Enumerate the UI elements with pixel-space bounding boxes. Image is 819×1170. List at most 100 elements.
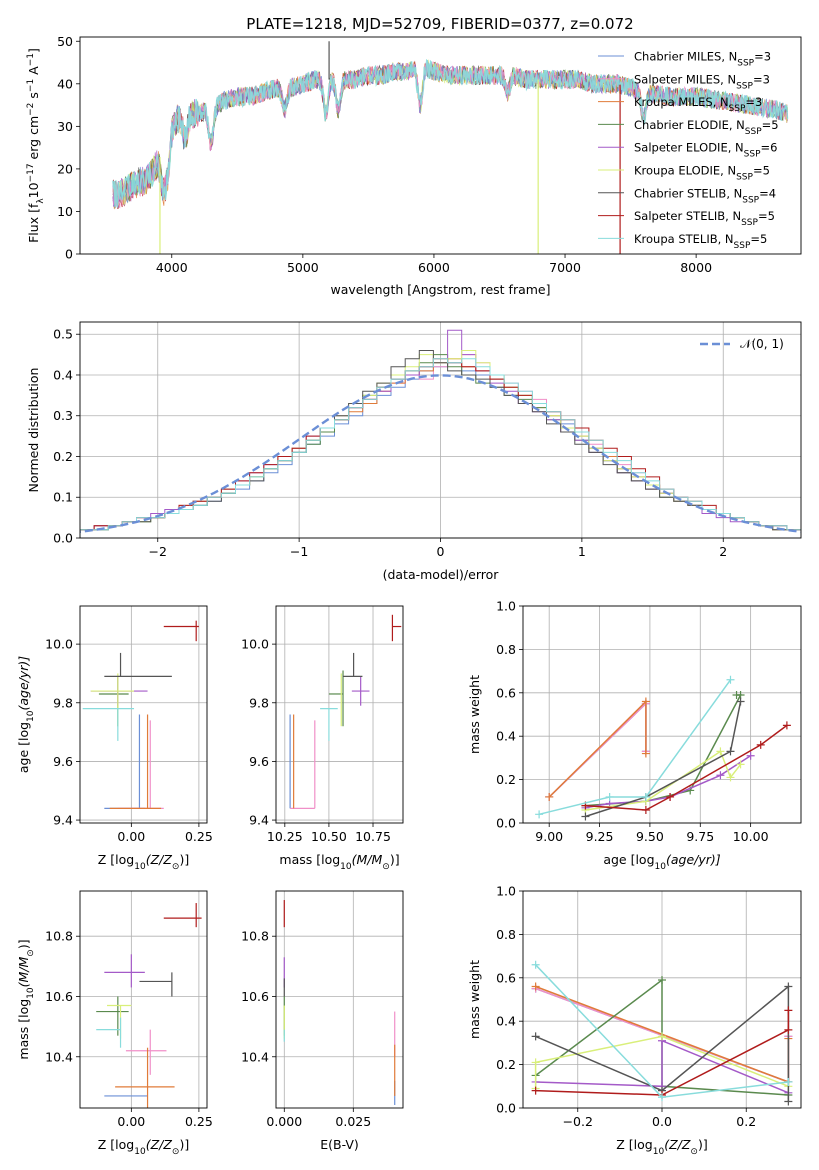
spectrum-panel: 4000 5000 6000 7000 8000 0 10 20 30 40 50 wavelengt… xyxy=(26,34,802,297)
plot-area xyxy=(283,900,396,1105)
axes-frame xyxy=(275,890,404,1109)
y-tick-label: 9.4 xyxy=(249,813,269,828)
ebv-mass-panel: 0.000 0.025 10.4 10.6 10.8 E(B-V) xyxy=(241,890,404,1152)
x-tick-label: 10.00 xyxy=(733,829,769,844)
x-tick-label: 0.0 xyxy=(652,1114,672,1129)
legend-label-chabrier_stelib: Chabrier STELIB, NSSP=4 xyxy=(634,186,776,205)
axes-frame xyxy=(275,605,404,824)
spectrum-line-kroupa_stelib xyxy=(112,58,789,208)
weight-marker-salpeter_stelib xyxy=(784,1006,793,1015)
y-tick-label: 30 xyxy=(57,119,73,134)
x-axis-label: age [log10(age/yr)] xyxy=(603,852,720,872)
y-tick-label: 0.3 xyxy=(53,408,73,423)
y-tick-label: 0.6 xyxy=(496,970,516,985)
x-tick-label: 0.025 xyxy=(335,1114,371,1129)
normal-curve xyxy=(80,374,801,533)
weight-marker-salpeter_stelib xyxy=(756,740,765,749)
y-tick-label: 10.8 xyxy=(45,929,73,944)
weight-marker-chabrier_stelib xyxy=(581,812,590,821)
weight-marker-kroupa_stelib xyxy=(605,792,614,801)
y-tick-label: 0.5 xyxy=(53,327,73,342)
weight-marker-chabrier_stelib xyxy=(726,747,735,756)
legend-label-chabrier_miles: Chabrier MILES, NSSP=3 xyxy=(634,50,771,69)
plot-area xyxy=(80,329,801,538)
weight-marker-kroupa_elodie xyxy=(658,1032,666,1041)
weight-marker-kroupa_stelib xyxy=(641,792,650,801)
histogram-kroupa_stelib xyxy=(80,358,801,538)
y-axis-label: mass weight xyxy=(467,960,482,1039)
weight-marker-kroupa_miles xyxy=(531,982,540,991)
y-axis-label: Flux [fλ10−17 erg cm−2 s−1 A−1] xyxy=(26,48,46,243)
y-tick-label: 0 xyxy=(65,247,73,262)
y-tick-label: 9.6 xyxy=(53,754,73,769)
weight-marker-chabrier_stelib xyxy=(531,1032,540,1041)
weight-marker-salpeter_stelib xyxy=(641,805,650,814)
y-tick-label: 0.2 xyxy=(496,1057,516,1072)
plot-area xyxy=(289,614,402,809)
x-tick-label: 10.50 xyxy=(311,829,347,844)
legend-label-kroupa_stelib: Kroupa STELIB, NSSP=5 xyxy=(634,232,767,251)
x-tick-label: 10.75 xyxy=(355,829,391,844)
y-tick-label: 0.2 xyxy=(53,449,73,464)
axes-frame xyxy=(79,890,208,1109)
x-tick-label: 0.000 xyxy=(266,1114,302,1129)
weight-marker-salpeter_stelib xyxy=(782,721,791,730)
y-tick-label: 0.2 xyxy=(496,772,516,787)
z-weight-panel: −0.2 0.0 0.2 0.0 0.2 0.4 0.6 0.8 1.0 Z [log10(Z/Z… xyxy=(467,884,802,1157)
axes-frame xyxy=(522,605,802,824)
plot-area xyxy=(112,41,789,254)
legend-label-salpeter_elodie: Salpeter ELODIE, NSSP=6 xyxy=(634,141,777,160)
legend-label-kroupa_elodie: Kroupa ELODIE, NSSP=5 xyxy=(634,164,770,183)
legend-label-salpeter_miles: Salpeter MILES, NSSP=3 xyxy=(634,72,770,91)
x-tick-label: −0.2 xyxy=(563,1114,593,1129)
y-tick-label: 20 xyxy=(57,161,73,176)
weight-marker-chabrier_stelib xyxy=(736,697,745,706)
weight-marker-kroupa_elodie xyxy=(531,1058,540,1067)
legend-label-chabrier_elodie: Chabrier ELODIE, NSSP=5 xyxy=(634,118,779,137)
y-axis-label: Normed distribution xyxy=(26,368,41,493)
y-tick-label: 9.6 xyxy=(249,754,269,769)
y-axis-label: age [log10(age/yr)] xyxy=(16,656,36,773)
y-tick-label: 9.8 xyxy=(249,695,269,710)
weight-line-kroupa_stelib xyxy=(538,679,732,816)
y-tick-label: 1.0 xyxy=(496,884,516,899)
x-axis-label: (data-model)/error xyxy=(383,567,500,582)
x-tick-label: 0 xyxy=(437,544,445,559)
y-tick-label: 0.6 xyxy=(496,685,516,700)
axes-frame xyxy=(79,321,802,539)
y-tick-label: 40 xyxy=(57,76,73,91)
weight-marker-salpeter_stelib xyxy=(666,792,675,801)
x-tick-label: 0.00 xyxy=(117,1114,145,1129)
y-tick-label: 10.8 xyxy=(241,929,269,944)
y-tick-label: 50 xyxy=(57,34,73,49)
x-tick-label: 0.25 xyxy=(185,829,213,844)
weight-marker-kroupa_stelib xyxy=(535,810,544,819)
x-tick-label: 0.2 xyxy=(736,1114,756,1129)
y-tick-label: 1.0 xyxy=(496,599,516,614)
z-mass-panel: 0.00 0.25 10.4 10.6 10.8 Z [log10(Z/Z⊙)] mass … xyxy=(16,890,213,1157)
y-tick-label: 10.6 xyxy=(45,989,73,1004)
x-tick-label: −1 xyxy=(290,544,308,559)
legend-label-salpeter_stelib: Salpeter STELIB, NSSP=5 xyxy=(634,209,775,228)
weight-marker-chabrier_stelib xyxy=(784,1097,793,1106)
residual-histogram-panel: −2 −1 0 1 2 0.0 0.1 0.2 0.3 0.4 0.5 (data-model)/er… xyxy=(26,321,802,582)
x-tick-label: 4000 xyxy=(156,260,188,275)
weight-line-kroupa_elodie xyxy=(534,1035,789,1089)
weight-marker-kroupa_stelib xyxy=(658,1093,666,1102)
weight-marker-chabrier_elodie xyxy=(732,690,741,699)
y-axis-label: mass weight xyxy=(467,675,482,754)
y-tick-label: 0.0 xyxy=(496,816,516,831)
weight-marker-salpeter_stelib xyxy=(784,1025,793,1034)
weight-marker-salpeter_elodie xyxy=(716,771,725,780)
x-tick-label: −2 xyxy=(149,544,167,559)
y-tick-label: 0.0 xyxy=(496,1101,516,1116)
x-axis-label: wavelength [Angstrom, rest frame] xyxy=(330,282,550,297)
weight-line-chabrier_stelib xyxy=(535,984,790,1102)
z-age-panel: 0.00 0.25 9.4 9.6 9.8 10.0 Z [log10(Z/Z⊙)] age … xyxy=(16,605,213,872)
weight-marker-kroupa_stelib xyxy=(531,960,540,969)
y-tick-label: 0.4 xyxy=(496,729,516,744)
axes-frame xyxy=(79,605,208,824)
mass-age-panel: 10.25 10.50 10.75 9.4 9.6 9.8 10.0 mass [log10(… xyxy=(241,605,404,872)
x-tick-label: 8000 xyxy=(680,260,712,275)
